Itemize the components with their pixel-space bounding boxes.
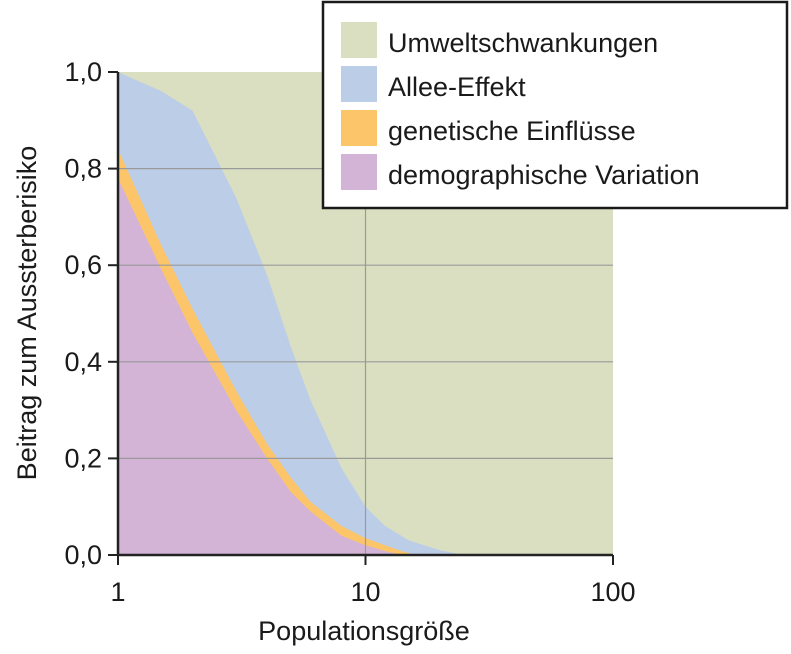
x-tick-labels: 1 10 100 (110, 577, 635, 607)
y-tick-label: 0,4 (64, 347, 102, 377)
x-tick-label: 100 (590, 577, 635, 607)
y-tick-label: 0,2 (64, 443, 102, 473)
legend-swatch-umweltschwankungen (341, 22, 377, 58)
y-tick-labels: 0,0 0,2 0,4 0,6 0,8 1,0 (64, 57, 102, 570)
y-axis-title: Beitrag zum Aussterberisiko (12, 146, 42, 481)
legend-box (321, 0, 789, 210)
legend-label-umweltschwankungen: Umweltschwankungen (388, 28, 658, 58)
legend-label-genetische-einflusse: genetische Einflüsse (388, 116, 636, 146)
y-tick-label: 0,6 (64, 250, 102, 280)
area-demographische-variation (118, 178, 402, 556)
legend-swatch-demographische-variation (341, 154, 377, 190)
axes (108, 71, 614, 565)
legend: Umweltschwankungen Allee-Effekt genetische… (321, 0, 789, 210)
legend-label-allee-effekt: Allee-Effekt (388, 72, 526, 102)
legend-label-demographische-variation: demographische Variation (388, 160, 700, 190)
x-tick-label: 1 (110, 577, 125, 607)
legend-swatch-genetische-einflusse (341, 110, 377, 146)
y-tick-label: 0,8 (64, 154, 102, 184)
x-axis-title: Populationsgröße (258, 616, 470, 646)
x-tick-label: 10 (350, 577, 380, 607)
y-tick-label: 0,0 (64, 540, 102, 570)
y-tick-label: 1,0 (64, 57, 102, 87)
legend-swatch-allee-effekt (341, 66, 377, 102)
